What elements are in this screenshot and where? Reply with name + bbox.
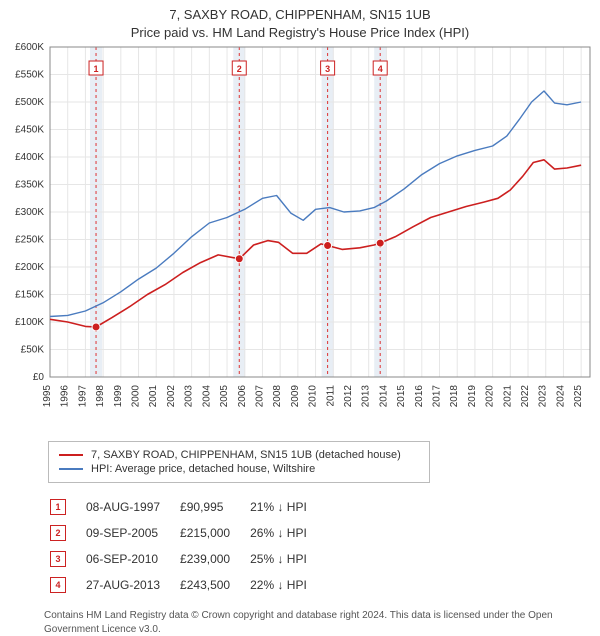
sale-delta: 25% ↓ HPI bbox=[246, 547, 321, 571]
svg-text:1: 1 bbox=[94, 64, 99, 74]
svg-text:1995: 1995 bbox=[42, 385, 53, 408]
chart-area: £0 £50K £100K £150K £200K £250K £300K £350K £400… bbox=[0, 43, 600, 433]
svg-text:2005: 2005 bbox=[219, 385, 230, 408]
chart-title-block: 7, SAXBY ROAD, CHIPPENHAM, SN15 1UB Pric… bbox=[0, 0, 600, 43]
svg-text:£50K: £50K bbox=[21, 345, 45, 356]
sale-date: 06-SEP-2010 bbox=[82, 547, 174, 571]
chart-svg: £0 £50K £100K £150K £200K £250K £300K £350K £400… bbox=[0, 43, 600, 433]
svg-text:£150K: £150K bbox=[15, 290, 44, 301]
sale-delta: 22% ↓ HPI bbox=[246, 573, 321, 597]
svg-text:2013: 2013 bbox=[361, 385, 372, 408]
sale-price: £239,000 bbox=[176, 547, 244, 571]
sales-row: 3 06-SEP-2010£239,00025% ↓ HPI bbox=[46, 547, 321, 571]
sales-row: 1 08-AUG-1997£90,99521% ↓ HPI bbox=[46, 495, 321, 519]
svg-text:2015: 2015 bbox=[396, 385, 407, 408]
legend-label-property: 7, SAXBY ROAD, CHIPPENHAM, SN15 1UB (det… bbox=[91, 449, 401, 461]
svg-text:2019: 2019 bbox=[467, 385, 478, 408]
legend-swatch-property bbox=[59, 454, 83, 456]
svg-text:2016: 2016 bbox=[414, 385, 425, 408]
svg-text:2001: 2001 bbox=[148, 385, 159, 408]
sale-marker-4: 4 bbox=[50, 577, 66, 593]
svg-text:4: 4 bbox=[378, 64, 383, 74]
svg-text:2006: 2006 bbox=[237, 385, 248, 408]
sale-price: £215,000 bbox=[176, 521, 244, 545]
svg-text:2008: 2008 bbox=[272, 385, 283, 408]
svg-text:2017: 2017 bbox=[432, 385, 443, 408]
svg-text:1996: 1996 bbox=[60, 385, 71, 408]
sale-date: 09-SEP-2005 bbox=[82, 521, 174, 545]
svg-text:2000: 2000 bbox=[131, 385, 142, 408]
footnote: Contains HM Land Registry data © Crown c… bbox=[44, 609, 564, 636]
svg-text:£100K: £100K bbox=[15, 317, 44, 328]
sales-table: 1 08-AUG-1997£90,99521% ↓ HPI 2 09-SEP-2005… bbox=[44, 493, 323, 599]
svg-text:£400K: £400K bbox=[15, 152, 44, 163]
svg-text:3: 3 bbox=[325, 64, 330, 74]
svg-text:2020: 2020 bbox=[485, 385, 496, 408]
legend: 7, SAXBY ROAD, CHIPPENHAM, SN15 1UB (det… bbox=[48, 441, 430, 483]
legend-swatch-hpi bbox=[59, 468, 83, 470]
svg-text:£200K: £200K bbox=[15, 262, 44, 273]
svg-text:2011: 2011 bbox=[325, 385, 336, 407]
sale-date: 08-AUG-1997 bbox=[82, 495, 174, 519]
sale-marker-2: 2 bbox=[50, 525, 66, 541]
legend-item-hpi: HPI: Average price, detached house, Wilt… bbox=[59, 462, 419, 476]
svg-text:2022: 2022 bbox=[520, 385, 531, 408]
title-line-2: Price paid vs. HM Land Registry's House … bbox=[0, 24, 600, 42]
sale-price: £243,500 bbox=[176, 573, 244, 597]
sales-row: 4 27-AUG-2013£243,50022% ↓ HPI bbox=[46, 573, 321, 597]
svg-text:£550K: £550K bbox=[15, 70, 44, 81]
legend-item-property: 7, SAXBY ROAD, CHIPPENHAM, SN15 1UB (det… bbox=[59, 448, 419, 462]
svg-text:£500K: £500K bbox=[15, 97, 44, 108]
svg-text:2012: 2012 bbox=[343, 385, 354, 408]
svg-text:2023: 2023 bbox=[538, 385, 549, 408]
title-line-1: 7, SAXBY ROAD, CHIPPENHAM, SN15 1UB bbox=[0, 6, 600, 24]
svg-text:2014: 2014 bbox=[378, 385, 389, 408]
sale-price: £90,995 bbox=[176, 495, 244, 519]
sale-date: 27-AUG-2013 bbox=[82, 573, 174, 597]
svg-text:2024: 2024 bbox=[555, 385, 566, 408]
svg-text:2021: 2021 bbox=[502, 385, 513, 408]
legend-label-hpi: HPI: Average price, detached house, Wilt… bbox=[91, 463, 315, 475]
sale-delta: 26% ↓ HPI bbox=[246, 521, 321, 545]
svg-text:2025: 2025 bbox=[573, 385, 584, 408]
svg-text:2010: 2010 bbox=[308, 385, 319, 408]
svg-text:£300K: £300K bbox=[15, 207, 44, 218]
svg-text:2003: 2003 bbox=[184, 385, 195, 408]
svg-text:£0: £0 bbox=[33, 372, 45, 383]
sale-delta: 21% ↓ HPI bbox=[246, 495, 321, 519]
svg-text:£250K: £250K bbox=[15, 235, 44, 246]
svg-text:2: 2 bbox=[237, 64, 242, 74]
svg-text:1999: 1999 bbox=[113, 385, 124, 408]
svg-text:2018: 2018 bbox=[449, 385, 460, 408]
svg-text:£600K: £600K bbox=[15, 43, 44, 53]
svg-text:£350K: £350K bbox=[15, 180, 44, 191]
svg-text:2009: 2009 bbox=[290, 385, 301, 408]
svg-text:2002: 2002 bbox=[166, 385, 177, 408]
svg-text:1998: 1998 bbox=[95, 385, 106, 408]
svg-text:2004: 2004 bbox=[201, 385, 212, 408]
svg-text:2007: 2007 bbox=[254, 385, 265, 408]
svg-text:£450K: £450K bbox=[15, 125, 44, 136]
svg-text:1997: 1997 bbox=[77, 385, 88, 408]
sale-marker-1: 1 bbox=[50, 499, 66, 515]
sales-row: 2 09-SEP-2005£215,00026% ↓ HPI bbox=[46, 521, 321, 545]
sale-marker-3: 3 bbox=[50, 551, 66, 567]
